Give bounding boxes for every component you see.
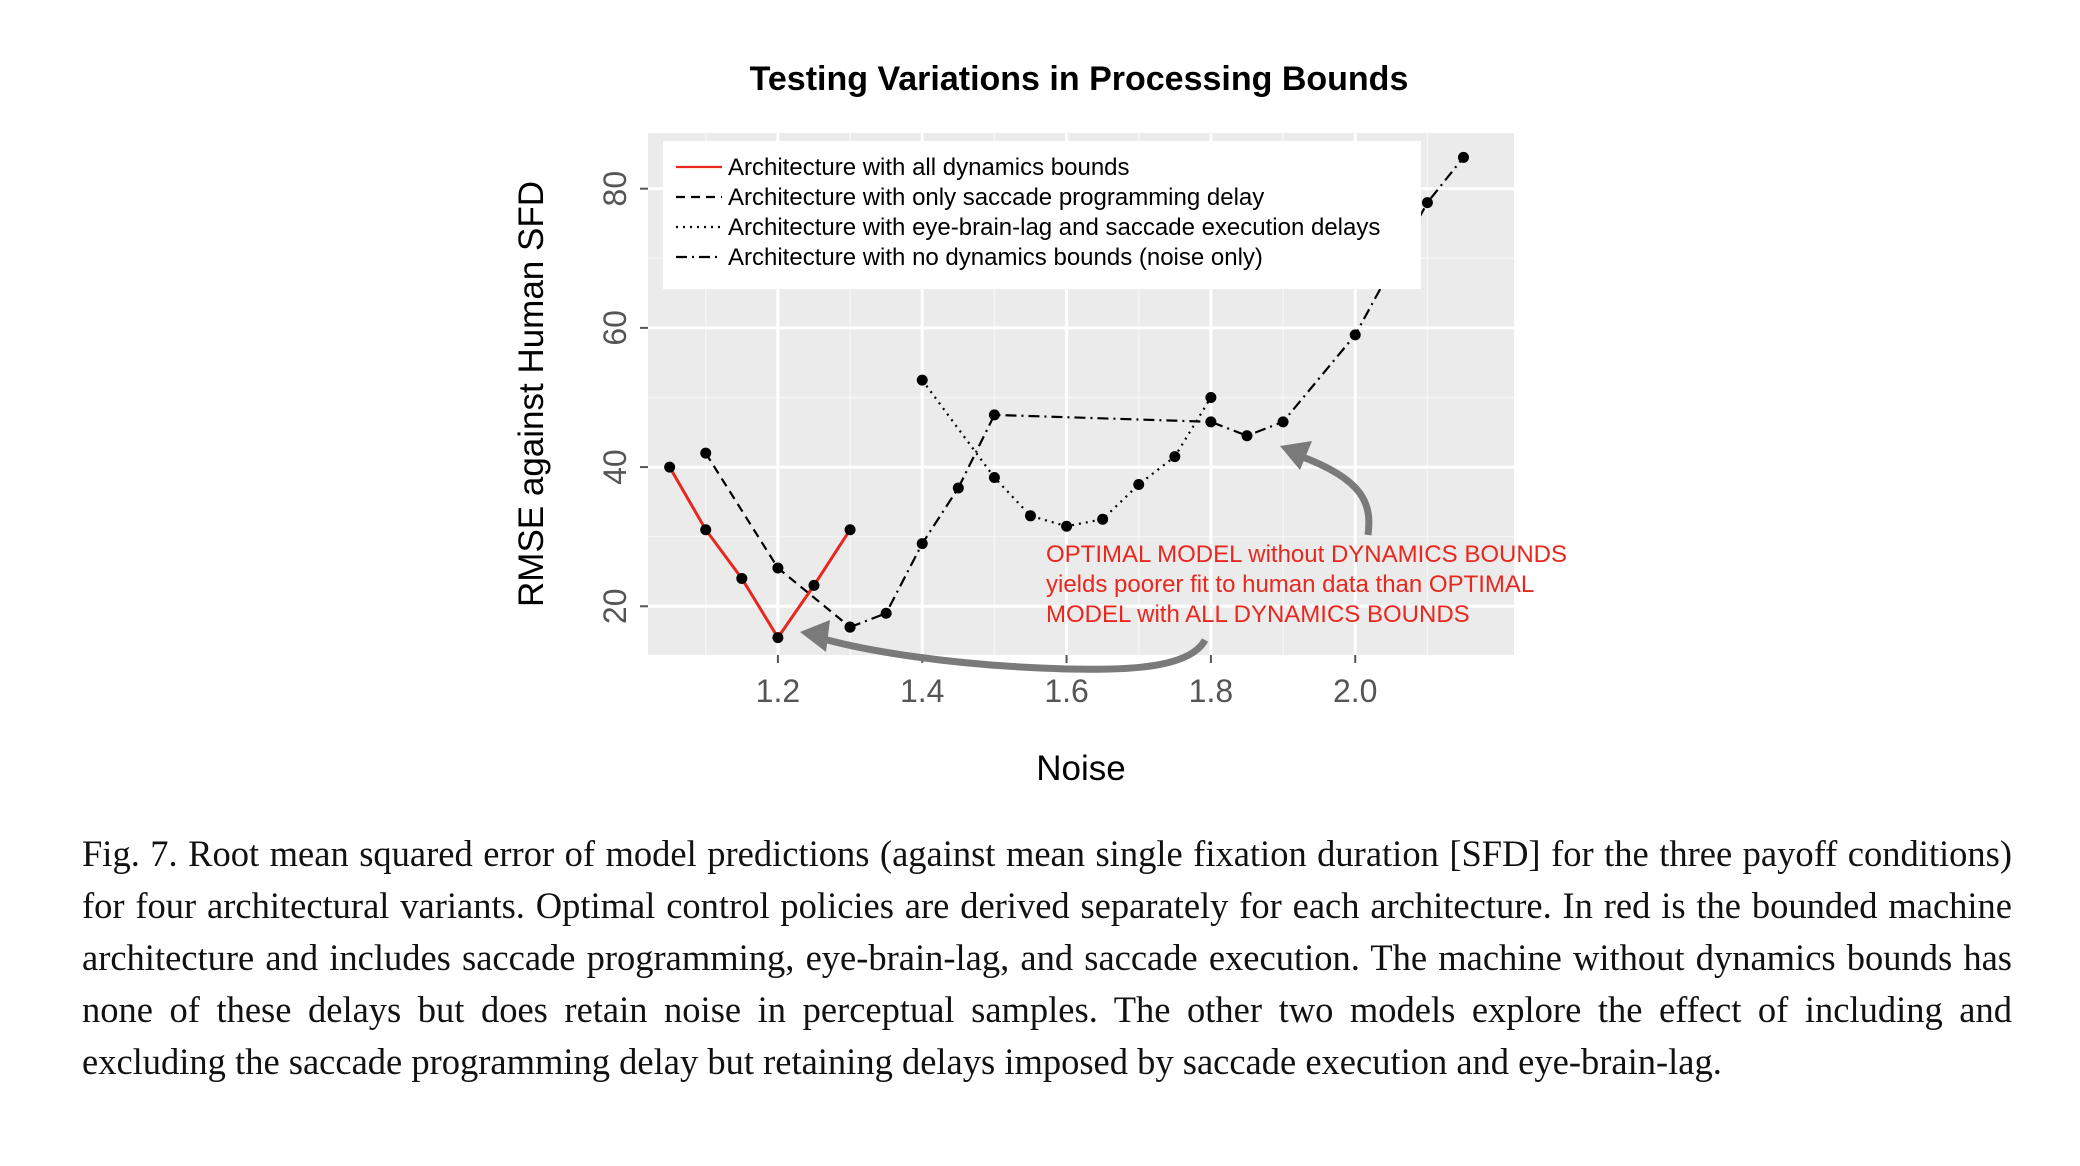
annotation-line-1: OPTIMAL MODEL without DYNAMICS BOUNDS	[1046, 541, 1567, 568]
annotation-text: OPTIMAL MODEL without DYNAMICS BOUNDS yie…	[1046, 541, 1567, 628]
legend-box	[663, 141, 1421, 289]
x-tick-label: 1.6	[1044, 673, 1088, 709]
data-point	[988, 409, 1000, 421]
data-point	[1024, 510, 1036, 522]
x-tick-label: 2.0	[1333, 673, 1377, 709]
legend: Architecture with all dynamics bounds Arc…	[663, 141, 1421, 289]
data-point	[1133, 478, 1145, 490]
data-point	[844, 524, 856, 536]
annotation-line-3: MODEL with ALL DYNAMICS BOUNDS	[1046, 601, 1470, 628]
data-point	[700, 447, 712, 459]
data-point	[700, 524, 712, 536]
x-tick-label: 1.8	[1189, 673, 1233, 709]
legend-label-2: Architecture with only saccade programmi…	[728, 184, 1264, 211]
data-point	[772, 632, 784, 644]
series-points	[664, 151, 1469, 644]
data-point	[1205, 391, 1217, 403]
data-point	[664, 461, 676, 473]
series-line-4	[849, 156, 1465, 629]
arrowhead-left	[800, 620, 830, 652]
legend-label-1: Architecture with all dynamics bounds	[728, 154, 1130, 181]
data-point	[844, 621, 856, 633]
data-point	[1277, 416, 1289, 428]
y-tick-label: 60	[597, 310, 633, 346]
data-point	[1061, 520, 1073, 532]
annotation-line-2: yields poorer fit to human data than OPT…	[1046, 571, 1534, 598]
arrow-to-red-minimum	[819, 634, 1209, 673]
data-point	[736, 572, 748, 584]
arrow-to-dashdot-minimum	[1298, 452, 1373, 536]
data-point	[952, 482, 964, 494]
series-line-1	[668, 466, 852, 641]
y-axis-title: RMSE against Human SFD	[512, 181, 551, 607]
y-tick-label: 20	[597, 588, 633, 624]
data-point	[988, 472, 1000, 484]
legend-label-4: Architecture with no dynamics bounds (no…	[728, 244, 1263, 271]
data-point	[1241, 430, 1253, 442]
y-tick-label: 80	[597, 171, 633, 207]
data-point	[916, 538, 928, 550]
data-point	[916, 374, 928, 386]
data-point	[1457, 151, 1469, 163]
legend-label-3: Architecture with eye-brain-lag and sacc…	[728, 214, 1380, 241]
data-point	[1349, 329, 1361, 341]
data-point	[772, 562, 784, 574]
x-tick-label: 1.4	[900, 673, 944, 709]
data-point	[808, 579, 820, 591]
data-point	[1097, 513, 1109, 525]
data-point	[1169, 451, 1181, 463]
chart-title: Testing Variations in Processing Bounds	[750, 60, 1409, 98]
annotation-arrows	[800, 441, 1373, 673]
series-line-3	[921, 379, 1212, 528]
data-point	[1421, 197, 1433, 209]
arrowhead-upleft	[1280, 441, 1312, 470]
data-point	[1205, 416, 1217, 428]
axis-ticks: 1.2 1.4 1.6 1.8 2.0 20 40 60 80	[597, 171, 1377, 709]
y-tick-label: 40	[597, 449, 633, 485]
x-axis-title: Noise	[1036, 749, 1125, 788]
x-tick-label: 1.2	[756, 673, 800, 709]
data-point	[880, 607, 892, 619]
figure-caption: Fig. 7. Root mean squared error of model…	[82, 833, 2012, 1082]
